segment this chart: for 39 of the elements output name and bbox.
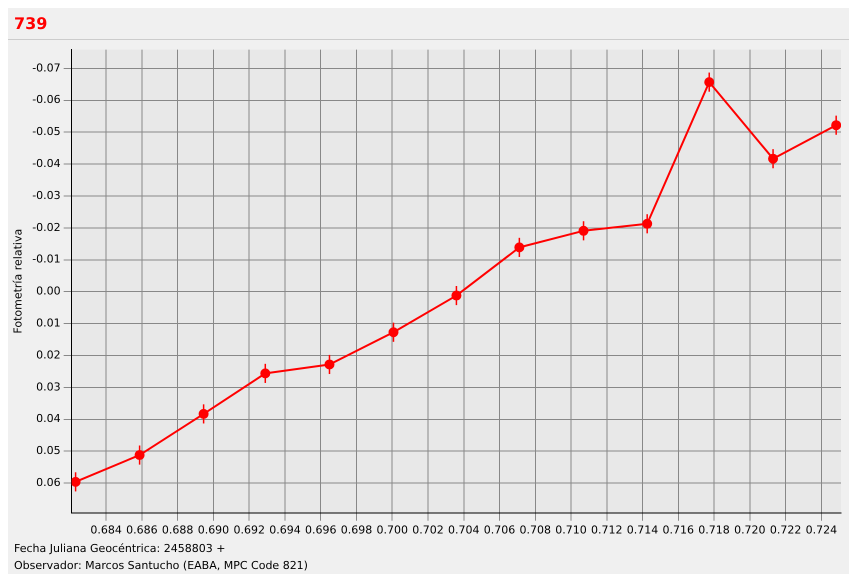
x-tick-label: 0.702 <box>412 523 444 536</box>
x-axis-title: Fecha Juliana Geocéntrica: 2458803 + <box>13 541 226 557</box>
y-tick-label: 0.04 <box>36 412 61 426</box>
x-tick-label: 0.696 <box>304 523 336 536</box>
y-axis-title: Fotometría relativa <box>11 228 24 334</box>
x-tick-label: 0.706 <box>484 523 516 536</box>
x-tick-label: 0.694 <box>269 523 301 536</box>
x-tick-label: 0.686 <box>126 523 158 536</box>
y-tick-label: 0.03 <box>36 380 61 394</box>
y-tick-label: 0.02 <box>36 348 61 362</box>
y-tick-label: 0.01 <box>36 316 61 330</box>
y-tick-label: 0.06 <box>36 476 61 489</box>
y-tick-label: 0.00 <box>36 284 61 298</box>
x-tick-label: 0.684 <box>90 523 122 536</box>
y-tick-label: -0.03 <box>32 188 61 202</box>
x-tick-label: 0.688 <box>162 523 194 536</box>
x-tick-label: 0.698 <box>340 523 372 536</box>
x-tick-label: 0.718 <box>698 523 730 536</box>
x-tick-label: 0.724 <box>806 523 838 536</box>
y-tick-label: 0.05 <box>36 444 61 458</box>
x-tick-label: 0.716 <box>662 523 694 536</box>
chart-title: 739 <box>8 8 849 40</box>
y-tick-label: -0.04 <box>32 156 61 170</box>
x-tick-label: 0.708 <box>520 523 552 536</box>
y-tick-label: -0.01 <box>32 252 61 266</box>
x-tick-label: 0.690 <box>198 523 230 536</box>
text: Observador: Marcos Santucho (EABA, MPC Code 821) <box>13 558 309 574</box>
y-tick-label: -0.06 <box>32 93 61 106</box>
x-tick-label: 0.700 <box>376 523 408 536</box>
y-tick-label: -0.05 <box>32 125 61 138</box>
x-tick-label: 0.692 <box>233 523 265 536</box>
y-tick-label: -0.07 <box>32 61 61 74</box>
x-tick-label: 0.714 <box>626 523 658 536</box>
x-tick-label: 0.720 <box>734 523 766 536</box>
x-tick-label: 0.704 <box>448 523 480 536</box>
y-tick-label: -0.02 <box>32 220 61 234</box>
x-tick-label: 0.710 <box>555 523 587 536</box>
x-tick-label: 0.722 <box>770 523 802 536</box>
x-tick-label: 0.712 <box>591 523 623 536</box>
